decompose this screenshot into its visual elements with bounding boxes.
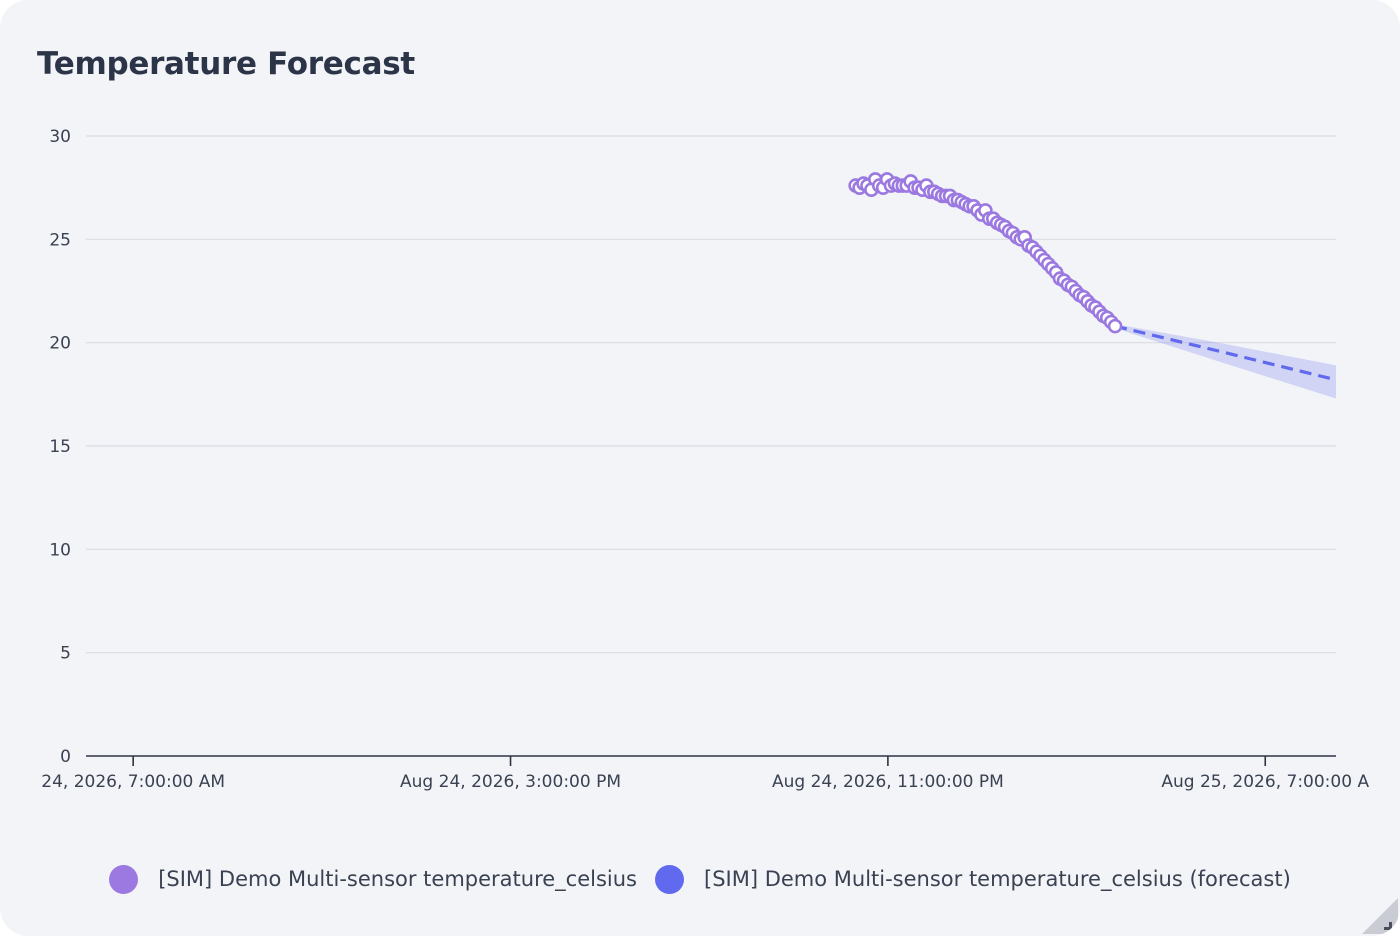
x-tick-label: Aug 24, 2026, 11:00:00 PM xyxy=(772,772,1004,792)
forecast-line-layer xyxy=(1114,324,1337,382)
legend-swatch-observed xyxy=(109,864,139,894)
y-tick-label: 15 xyxy=(49,437,71,457)
legend-item-forecast[interactable]: [SIM] Demo Multi-sensor temperature_cels… xyxy=(655,864,1291,894)
legend: [SIM] Demo Multi-sensor temperature_cels… xyxy=(0,860,1400,898)
x-tick-label: Aug 25, 2026, 7:00:00 A xyxy=(1161,772,1369,792)
y-tick-label: 20 xyxy=(49,334,71,354)
y-tick-label: 10 xyxy=(49,540,71,560)
forecast-line[interactable] xyxy=(1114,324,1337,382)
y-tick-label: 0 xyxy=(60,747,71,767)
legend-label-forecast: [SIM] Demo Multi-sensor temperature_cels… xyxy=(704,867,1291,891)
x-tick-label: Aug 24, 2026, 3:00:00 PM xyxy=(400,772,621,792)
resize-handle-icon[interactable] xyxy=(1362,898,1398,934)
legend-swatch-forecast xyxy=(655,864,684,894)
data-point[interactable] xyxy=(1107,318,1123,334)
forecast-confidence-band xyxy=(1115,324,1336,399)
x-axis: 24, 2026, 7:00:00 AM Aug 24, 2026, 3:00:0… xyxy=(41,755,1369,792)
y-axis: 0 5 10 15 20 25 30 xyxy=(49,127,71,767)
y-tick-label: 25 xyxy=(49,230,71,250)
observed-points-layer[interactable] xyxy=(848,172,1123,334)
x-tick-label: 24, 2026, 7:00:00 AM xyxy=(41,772,225,792)
chart-title: Temperature Forecast xyxy=(37,46,415,82)
legend-item-observed[interactable]: [SIM] Demo Multi-sensor temperature_cels… xyxy=(109,864,637,894)
grid-lines xyxy=(86,135,1336,654)
forecast-band-layer xyxy=(1115,324,1336,399)
y-tick-label: 30 xyxy=(49,127,71,147)
y-tick-label: 5 xyxy=(60,644,71,664)
legend-label-observed: [SIM] Demo Multi-sensor temperature_cels… xyxy=(158,867,637,891)
